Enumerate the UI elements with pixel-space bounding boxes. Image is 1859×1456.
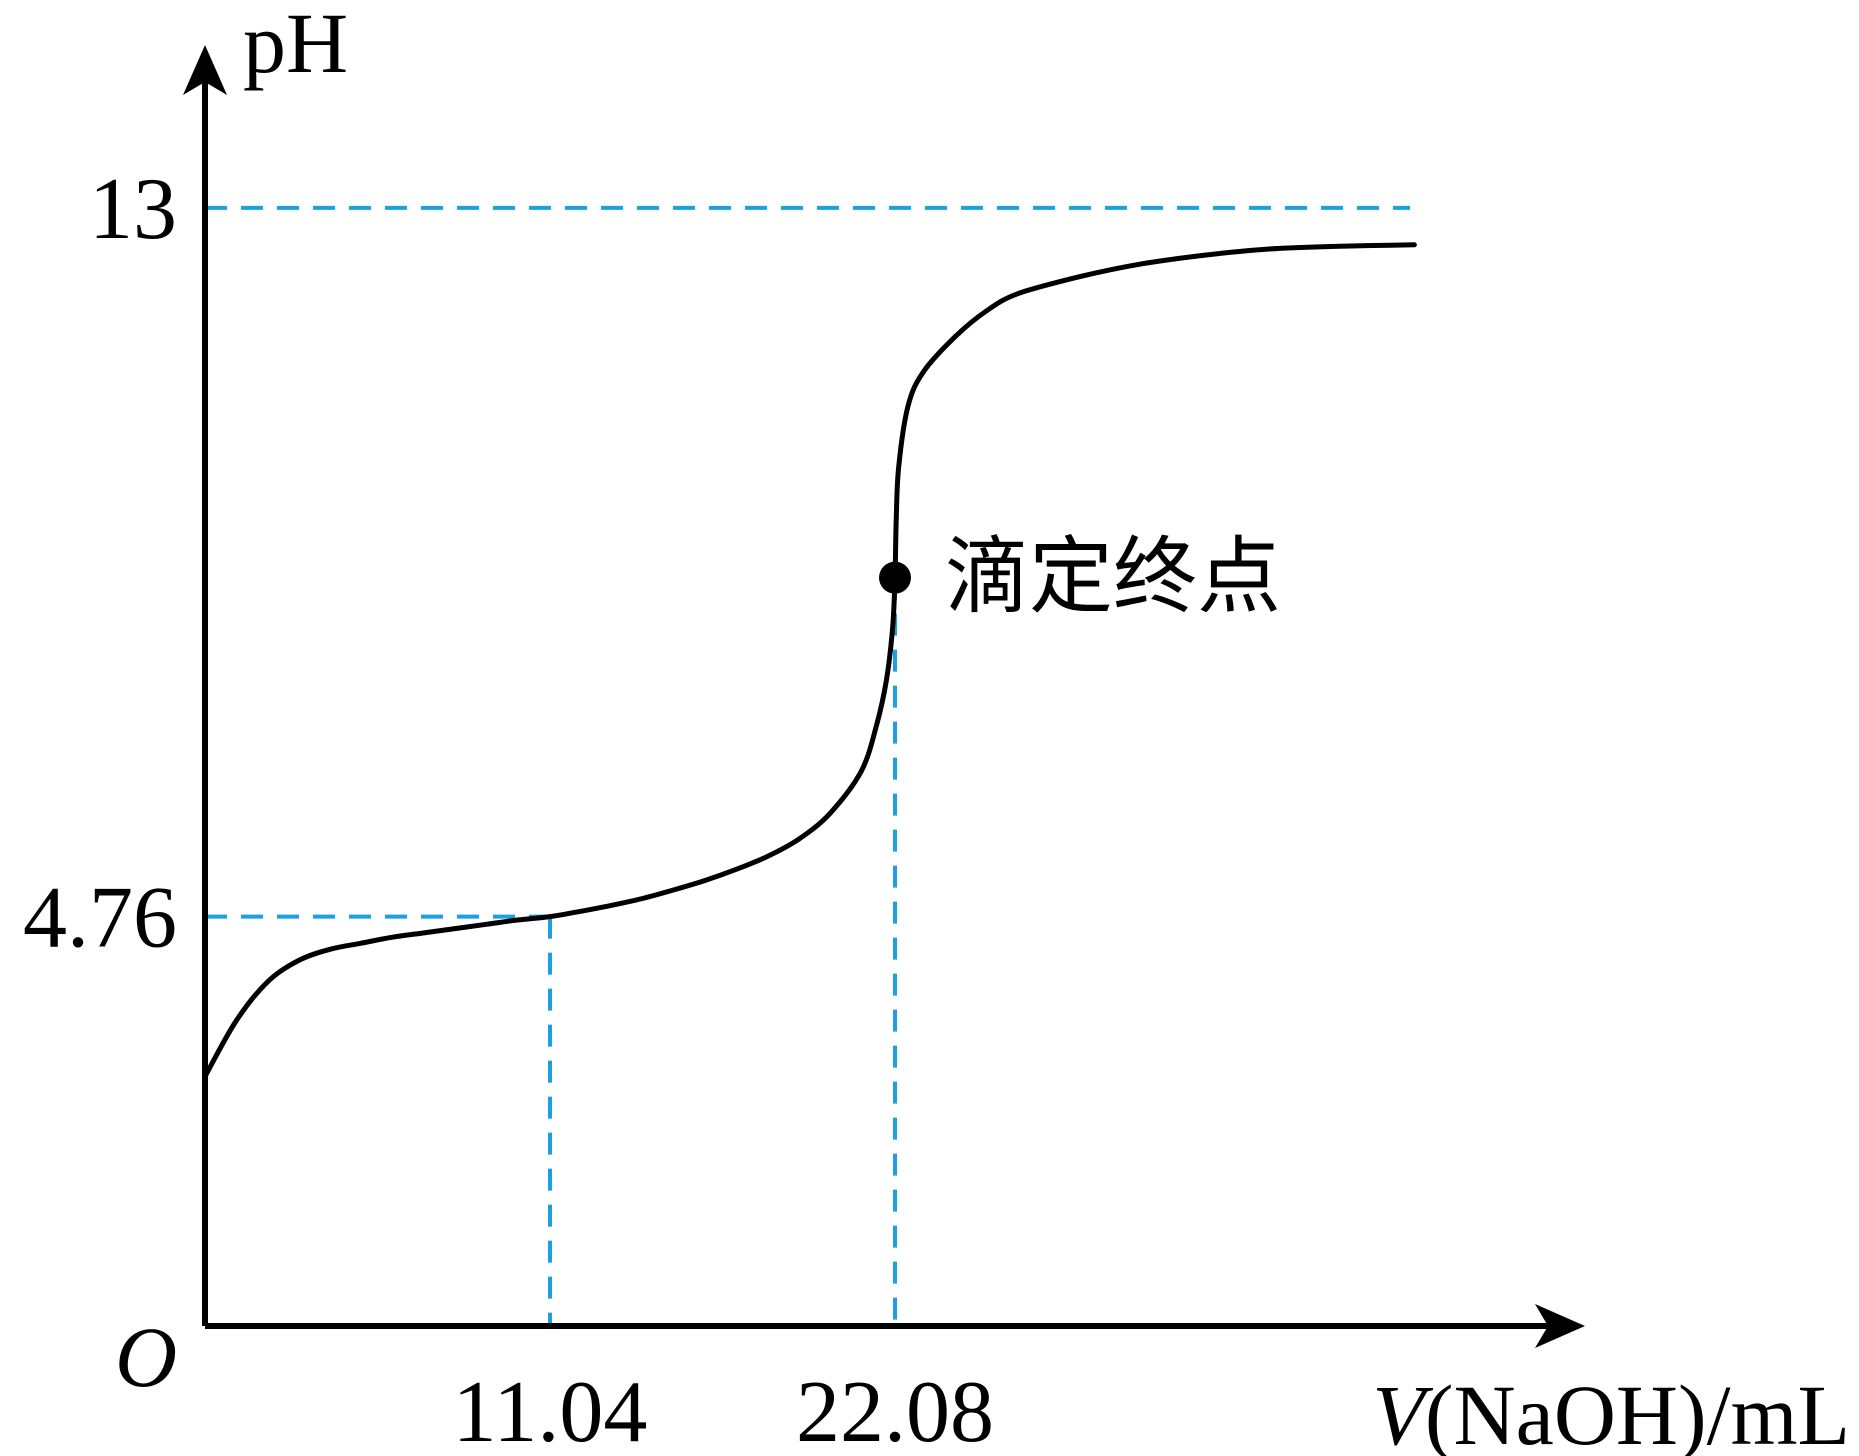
x-axis-label-variable: V [1372,1367,1433,1456]
x-axis-label-unit: (NaOH)/mL [1425,1367,1850,1456]
guide-lines [205,205,1410,1326]
x-tick-label: 22.08 [796,1364,994,1456]
y-tick-label: 4.76 [23,870,177,967]
x-axis-arrow [1535,1304,1585,1348]
x-tick-label: 11.04 [453,1364,648,1456]
titration-curve [202,242,1417,1080]
y-tick-label: 13 [89,161,177,258]
tick-labels: 4.76 13 11.04 22.08 [23,161,994,1456]
endpoint-marker [879,561,911,594]
y-axis-label: pH [243,0,348,91]
y-axis-arrow [183,45,227,95]
x-axis-label: V(NaOH)/mL [1372,1367,1850,1456]
origin-label: O [115,1309,177,1405]
endpoint-annotation: 滴定终点 [945,528,1281,626]
